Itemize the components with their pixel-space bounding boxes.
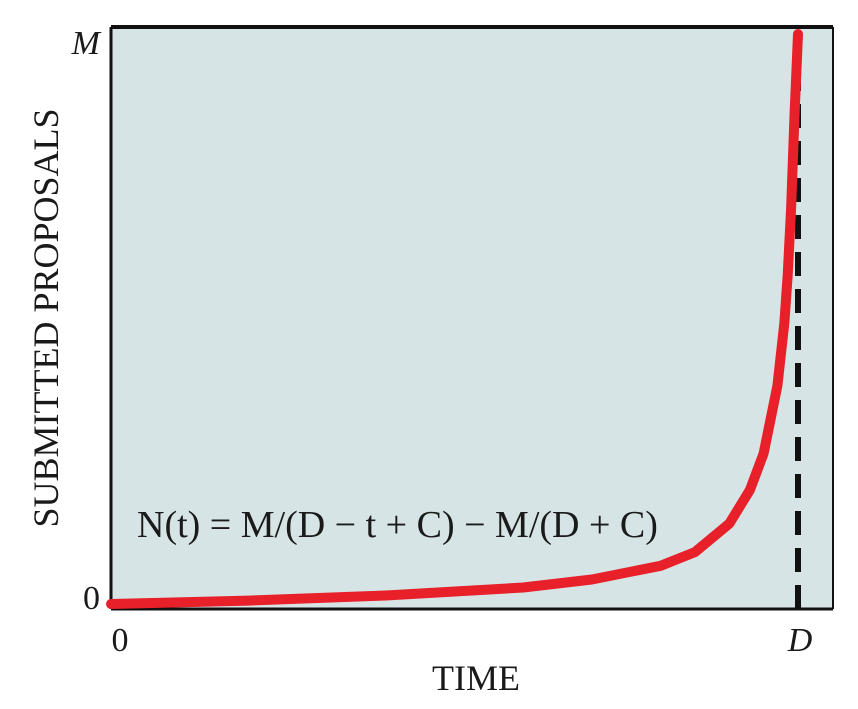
x-tick-label-D: D bbox=[787, 622, 813, 659]
y-tick-label-M: M bbox=[71, 25, 102, 62]
formula-annotation: N(t) = M/(D − t + C) − M/(D + C) bbox=[137, 504, 658, 546]
y-axis-label: SUBMITTED PROPOSALS bbox=[26, 108, 66, 527]
x-axis-label: TIME bbox=[432, 658, 520, 698]
series-line bbox=[106, 29, 803, 609]
y-tick-label-0: 0 bbox=[83, 580, 100, 617]
x-tick-label-0: 0 bbox=[112, 622, 129, 659]
plot-area bbox=[111, 27, 833, 609]
